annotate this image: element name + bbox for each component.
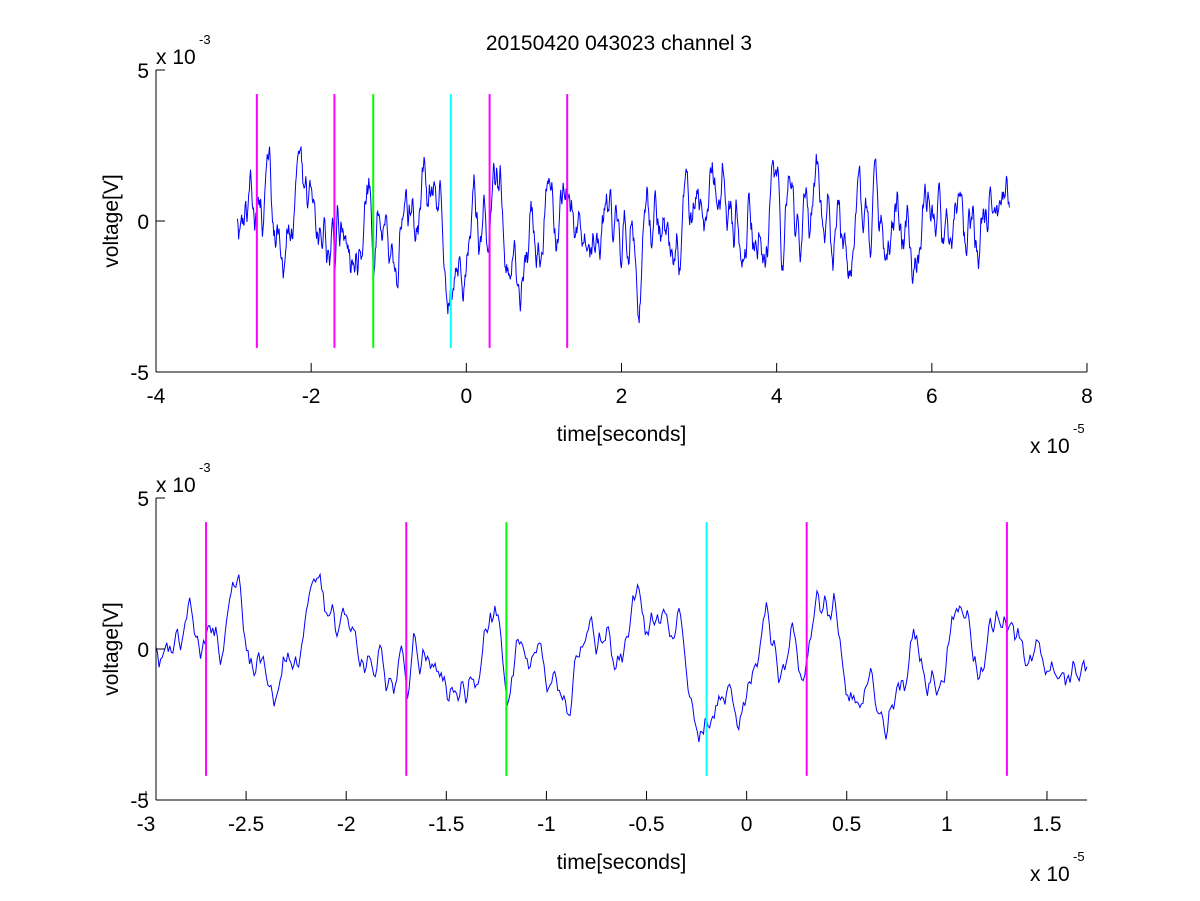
y-tick-label: -5 (130, 790, 149, 813)
x-tick-label: -2.5 (228, 813, 264, 836)
y-tick-label: 5 (137, 488, 149, 511)
x-tick-label: -2 (302, 385, 321, 408)
x-tick-label: -1 (537, 813, 556, 836)
y-axis-label: voltage[V] (100, 602, 123, 695)
y-tick-label: 5 (137, 60, 149, 83)
x-tick-label: 6 (926, 385, 938, 408)
y-tick-label: -5 (130, 362, 149, 385)
signal-trace (155, 572, 1088, 743)
y-tick-label: 0 (137, 639, 149, 662)
y-exponent: x 10 (156, 474, 196, 497)
x-tick-label: 2 (616, 385, 628, 408)
x-exponent-power: -5 (1073, 421, 1085, 436)
x-exponent: x 10 (1030, 435, 1070, 458)
x-tick-label: 0 (460, 385, 472, 408)
x-tick-label: 8 (1081, 385, 1093, 408)
x-exponent-power: -5 (1073, 849, 1085, 864)
y-exponent-power: -3 (199, 460, 211, 475)
signal-trace (236, 146, 1010, 323)
x-tick-label: -0.5 (628, 813, 664, 836)
figure-title: 20150420 043023 channel 3 (486, 32, 752, 55)
x-tick-label: 1 (941, 813, 953, 836)
x-tick-label: -3 (137, 813, 156, 836)
y-exponent: x 10 (156, 46, 196, 69)
x-tick-label: 0 (741, 813, 753, 836)
axes-top: -4 -2 0 2 4 6 8 -5 0 5 time[seconds] voltage[V] x 10… (100, 32, 1093, 458)
x-axis-label: time[seconds] (557, 423, 687, 446)
x-exponent: x 10 (1030, 863, 1070, 886)
x-tick-label: -1.5 (428, 813, 464, 836)
x-tick-label: 4 (771, 385, 783, 408)
x-tick-label: 0.5 (832, 813, 861, 836)
x-axis-label: time[seconds] (557, 851, 687, 874)
x-tick-label: -2 (337, 813, 356, 836)
x-tick-label: 1.5 (1032, 813, 1061, 836)
y-axis-label: voltage[V] (100, 174, 123, 267)
y-tick-label: 0 (137, 211, 149, 234)
y-exponent-power: -3 (199, 32, 211, 47)
axes-bottom: -3 -2.5 -2 -1.5 -1 -0.5 0 0.5 1 1.5 -5 0 5 time[secon… (100, 460, 1088, 886)
x-tick-label: -4 (147, 385, 166, 408)
